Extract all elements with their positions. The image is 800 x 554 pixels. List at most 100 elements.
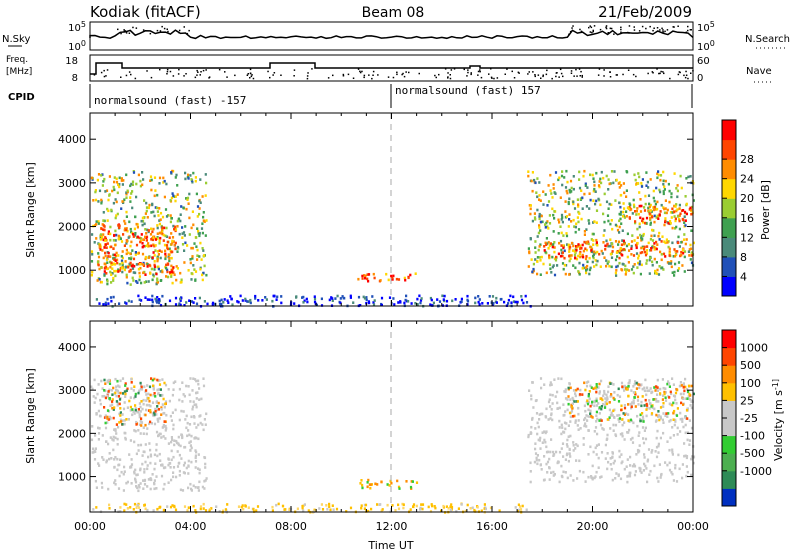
echo-cell: [114, 436, 117, 440]
echo-cell: [646, 458, 650, 462]
nsearch-point: [178, 31, 180, 34]
echo-cell: [649, 256, 652, 260]
echo-cell: [585, 271, 588, 275]
echo-cell: [123, 198, 126, 201]
echo-cell: [674, 219, 677, 223]
echo-cell: [573, 207, 577, 210]
echo-cell: [205, 219, 208, 222]
echo-cell: [165, 275, 168, 278]
echo-cell: [191, 210, 194, 213]
echo-cell: [565, 264, 568, 267]
echo-cell: [95, 506, 98, 509]
nave-point: [311, 68, 313, 70]
echo-cell: [199, 505, 203, 508]
echo-cell: [632, 385, 635, 388]
echo-cell: [116, 404, 119, 407]
echo-cell: [249, 298, 252, 302]
echo-cell: [144, 228, 147, 231]
echo-cell: [641, 219, 644, 223]
echo-cell: [410, 480, 413, 483]
echo-cell: [409, 485, 413, 489]
echo-cell: [98, 267, 101, 271]
echo-cell: [156, 388, 159, 392]
echo-cell: [535, 399, 538, 402]
echo-cell: [133, 502, 137, 506]
echo-cell: [550, 383, 553, 386]
echo-cell: [379, 279, 382, 282]
echo-cell: [427, 505, 430, 509]
echo-cell: [638, 431, 641, 434]
echo-cell: [585, 266, 588, 269]
echo-cell: [599, 265, 602, 268]
nave-point: [434, 74, 436, 77]
echo-cell: [560, 464, 563, 468]
echo-cell: [129, 184, 132, 188]
echo-cell: [664, 207, 667, 210]
nave-point: [658, 72, 660, 75]
nave-point: [463, 68, 465, 71]
echo-cell: [663, 185, 666, 188]
echo-cell: [647, 194, 651, 197]
echo-cell: [605, 438, 608, 441]
echo-cell: [370, 507, 373, 511]
echo-cell: [156, 259, 159, 263]
echo-cell: [185, 414, 188, 418]
echo-cell: [181, 400, 184, 403]
echo-cell: [367, 273, 371, 276]
echo-cell: [558, 426, 561, 429]
echo-cell: [108, 503, 111, 507]
echo-cell: [533, 460, 536, 464]
echo-cell: [529, 204, 532, 207]
echo-cell: [661, 266, 664, 269]
echo-cell: [99, 235, 102, 239]
echo-cell: [199, 414, 202, 417]
echo-cell: [124, 395, 127, 398]
colorbar-swatch: [722, 435, 736, 454]
echo-cell: [652, 196, 655, 200]
echo-cell: [418, 294, 421, 298]
echo-cell: [385, 272, 388, 276]
echo-cell: [593, 184, 596, 187]
echo-cell: [627, 394, 630, 398]
echo-cell: [147, 242, 150, 245]
echo-cell: [134, 480, 138, 484]
echo-cell: [689, 243, 692, 247]
echo-cell: [657, 173, 660, 177]
velocity-scatter-cells: [90, 377, 696, 514]
echo-cell: [174, 241, 177, 245]
nave-point: [542, 74, 544, 76]
echo-cell: [641, 221, 645, 224]
echo-cell: [549, 173, 552, 177]
echo-cell: [392, 274, 395, 278]
echo-cell: [569, 257, 572, 260]
echo-cell: [139, 467, 142, 471]
colorbar-swatch: [722, 382, 736, 401]
echo-cell: [628, 379, 631, 382]
echo-cell: [185, 207, 188, 211]
echo-cell: [584, 182, 587, 186]
nave-point: [166, 70, 169, 73]
nave-point: [449, 77, 452, 80]
echo-cell: [598, 185, 601, 189]
echo-cell: [164, 402, 167, 406]
echo-cell: [671, 403, 674, 407]
echo-cell: [154, 206, 157, 209]
velocity-colorbar-label: Velocity [m s-1]: [771, 379, 785, 461]
echo-cell: [372, 301, 375, 304]
echo-cell: [388, 296, 392, 299]
echo-cell: [527, 247, 530, 250]
echo-cell: [671, 448, 674, 452]
echo-cell: [527, 435, 530, 439]
echo-cell: [301, 506, 304, 510]
nave-point: [615, 74, 618, 76]
echo-cell: [641, 251, 644, 254]
echo-cell: [585, 269, 588, 272]
echo-cell: [663, 207, 666, 211]
echo-cell: [592, 256, 595, 260]
echo-cell: [567, 395, 570, 398]
echo-cell: [598, 419, 601, 422]
echo-cell: [627, 413, 630, 416]
echo-cell: [593, 220, 596, 223]
echo-cell: [361, 486, 364, 490]
echo-cell: [657, 273, 661, 276]
